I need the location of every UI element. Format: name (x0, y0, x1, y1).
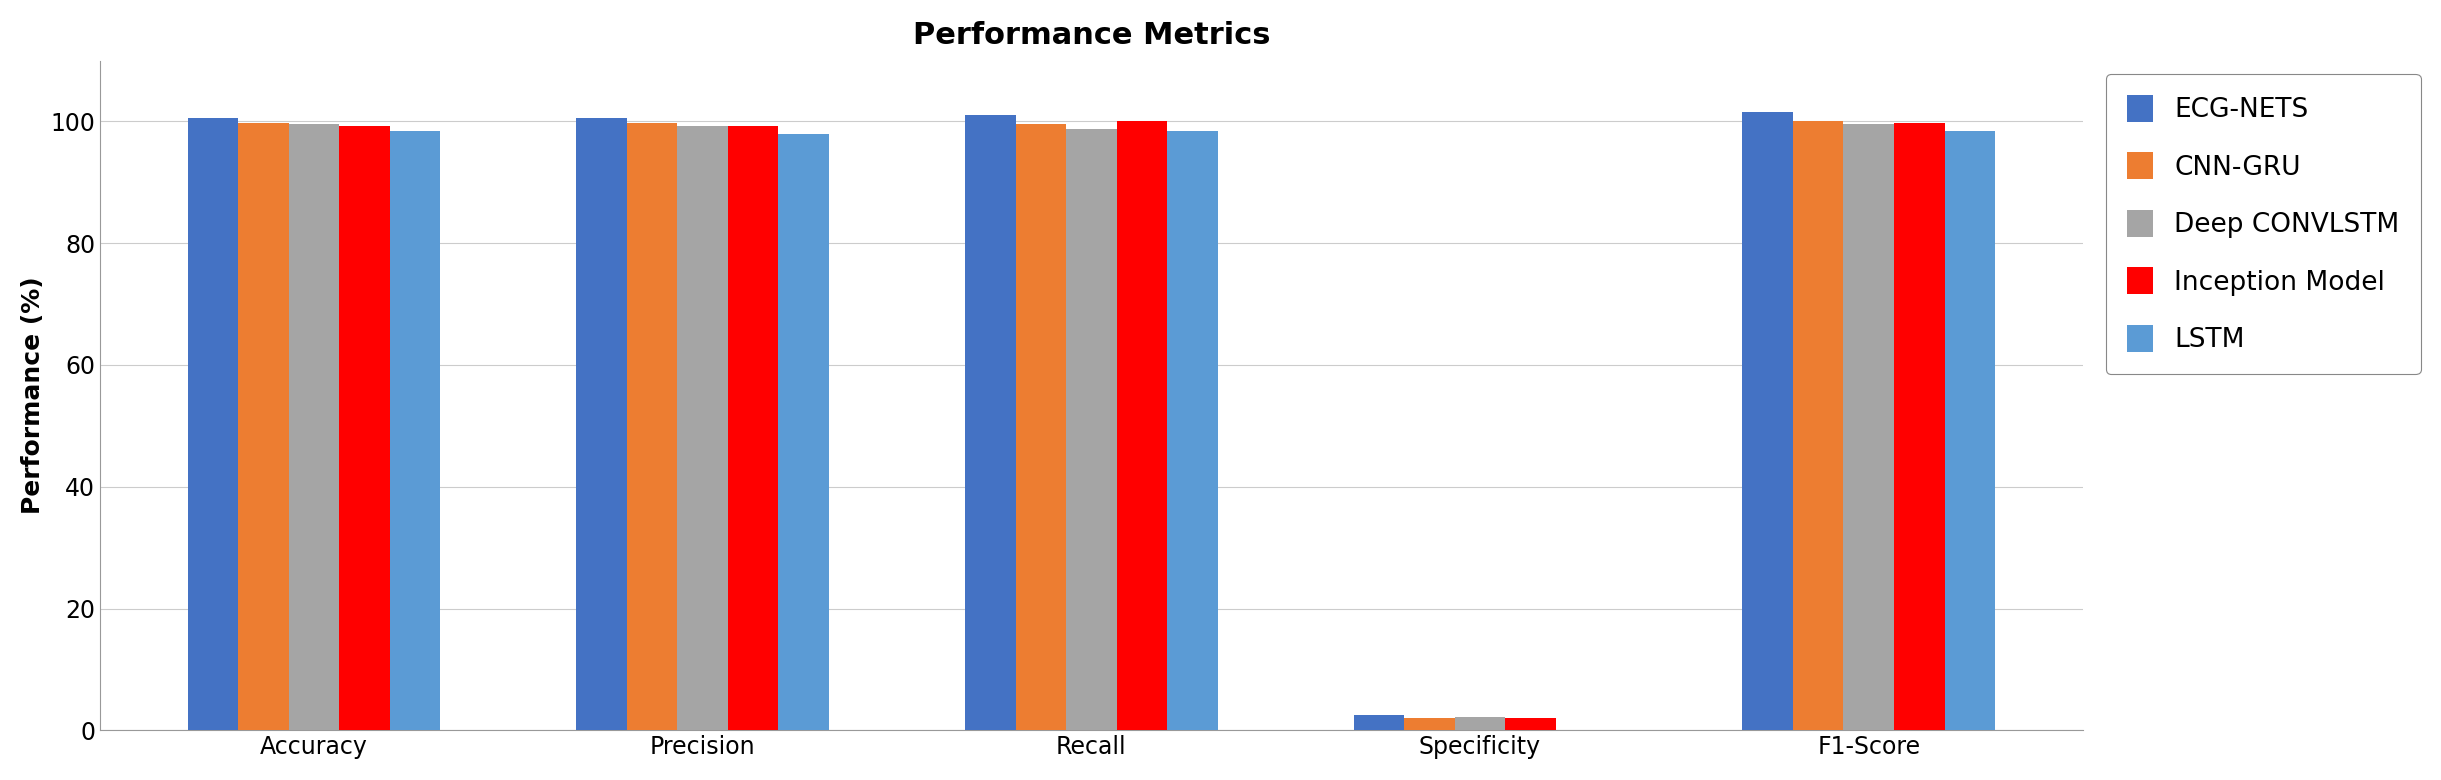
Title: Performance Metrics: Performance Metrics (913, 21, 1269, 50)
Bar (239, 122, 288, 730)
Bar (339, 126, 391, 730)
Bar (391, 130, 439, 730)
Y-axis label: Performance (%): Performance (%) (22, 277, 44, 514)
Bar (1404, 718, 1455, 730)
Bar (1506, 718, 1555, 730)
Bar (188, 119, 239, 730)
Bar (1015, 125, 1067, 730)
Bar (676, 126, 727, 730)
Bar (627, 122, 676, 730)
Bar (1794, 122, 1843, 730)
Bar (288, 125, 339, 730)
Bar (727, 126, 779, 730)
Bar (1894, 122, 1945, 730)
Bar (1455, 717, 1506, 730)
Bar (1116, 122, 1167, 730)
Legend: ECG-NETS, CNN-GRU, Deep CONVLSTM, Inception Model, LSTM: ECG-NETS, CNN-GRU, Deep CONVLSTM, Incept… (2107, 73, 2421, 374)
Bar (1355, 715, 1404, 730)
Bar (1743, 112, 1794, 730)
Bar (1067, 129, 1116, 730)
Bar (779, 133, 830, 730)
Bar (1167, 130, 1218, 730)
Bar (964, 115, 1015, 730)
Bar (1945, 130, 1994, 730)
Bar (1843, 125, 1894, 730)
Bar (576, 119, 627, 730)
